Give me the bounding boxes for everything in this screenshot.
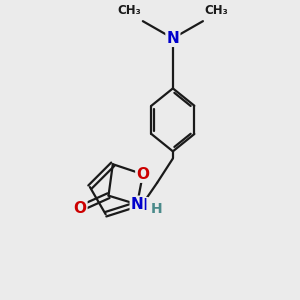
Text: N: N [135,198,148,213]
Text: N: N [131,197,143,212]
Text: H: H [151,202,162,215]
Text: O: O [136,167,149,182]
Text: O: O [74,201,86,216]
Text: N: N [167,31,179,46]
Text: CH₃: CH₃ [204,4,228,17]
Text: CH₃: CH₃ [118,4,141,17]
